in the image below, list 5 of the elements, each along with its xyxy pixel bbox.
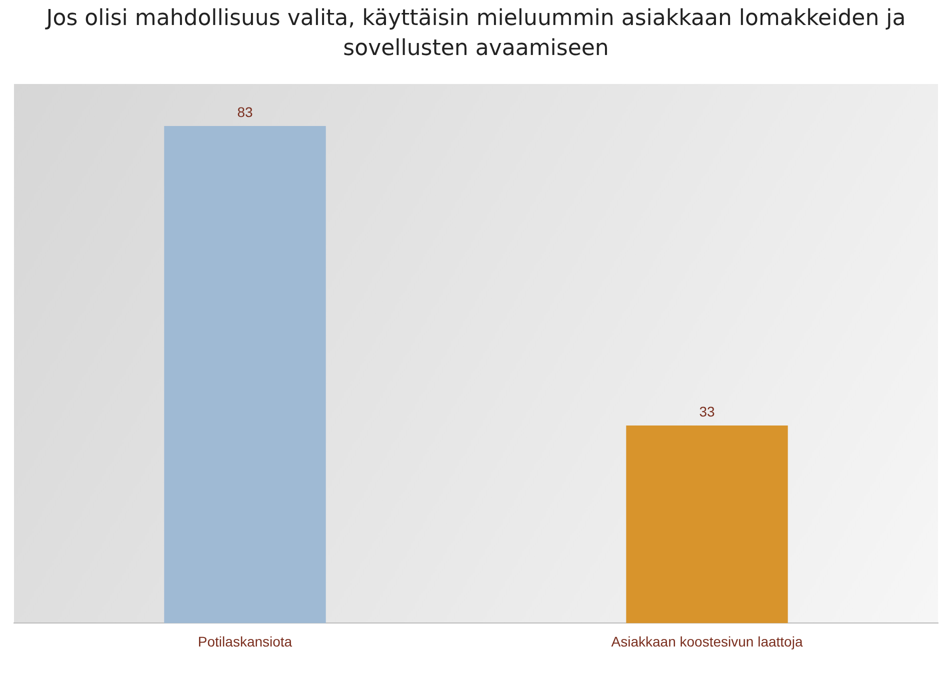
- x-tick-label: Potilaskansiota: [198, 633, 292, 650]
- chart-title: Jos olisi mahdollisuus valita, käyttäisin mieluummin asiakkaan lomakkeiden ja sovellusten avaamiseen: [44, 5, 907, 63]
- data-label: 83: [237, 104, 253, 120]
- data-label: 33: [699, 403, 715, 420]
- x-tick-label: Asiakkaan koostesivun laattoja: [611, 633, 803, 650]
